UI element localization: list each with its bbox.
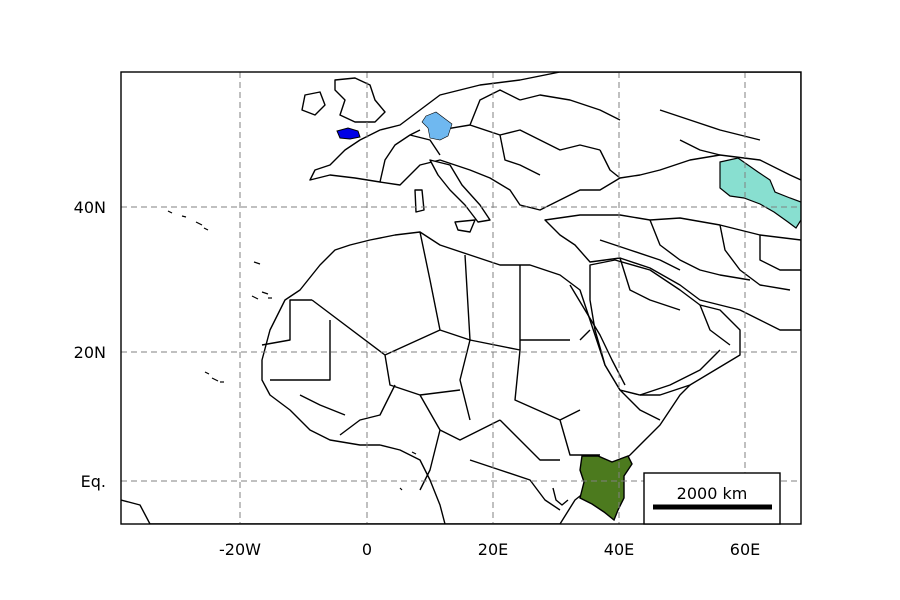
x-tick-label: 60E xyxy=(730,540,760,559)
atlantic-islands xyxy=(167,210,417,491)
anatolia-middle-east xyxy=(544,214,801,331)
europe-landmass xyxy=(309,72,801,211)
y-tick-label: Eq. xyxy=(81,472,106,491)
x-tick-label: 40E xyxy=(604,540,634,559)
x-tick-label: 0 xyxy=(362,540,372,559)
x-tick-labels: -20W 0 20E 40E 60E xyxy=(219,540,760,559)
country-borders xyxy=(261,231,721,511)
y-tick-labels: Eq. 20N 40N xyxy=(74,198,106,491)
region-bavaria[interactable] xyxy=(421,111,453,141)
britain xyxy=(334,77,386,123)
gridlines xyxy=(121,72,801,524)
map-plot-area: 2000 km xyxy=(120,71,802,525)
region-brittany[interactable] xyxy=(336,127,361,140)
x-tick-label: -20W xyxy=(219,540,261,559)
middle-east-borders xyxy=(599,219,801,346)
scale-bar-box xyxy=(643,472,781,525)
ireland xyxy=(301,91,326,116)
y-tick-label: 40N xyxy=(74,198,106,217)
red-sea-coast xyxy=(569,284,626,386)
europe-borders xyxy=(379,89,761,183)
great-lakes-africa xyxy=(552,487,569,506)
sicily xyxy=(454,219,476,233)
region-uzbekistan[interactable] xyxy=(719,157,801,229)
x-tick-label: 20E xyxy=(478,540,508,559)
scale-bar-label: 2000 km xyxy=(677,484,748,503)
sardinia xyxy=(414,189,425,213)
scale-bar: 2000 km xyxy=(643,472,781,525)
y-tick-label: 20N xyxy=(74,343,106,362)
arabian-peninsula xyxy=(589,259,741,396)
axes-frame xyxy=(120,71,802,525)
